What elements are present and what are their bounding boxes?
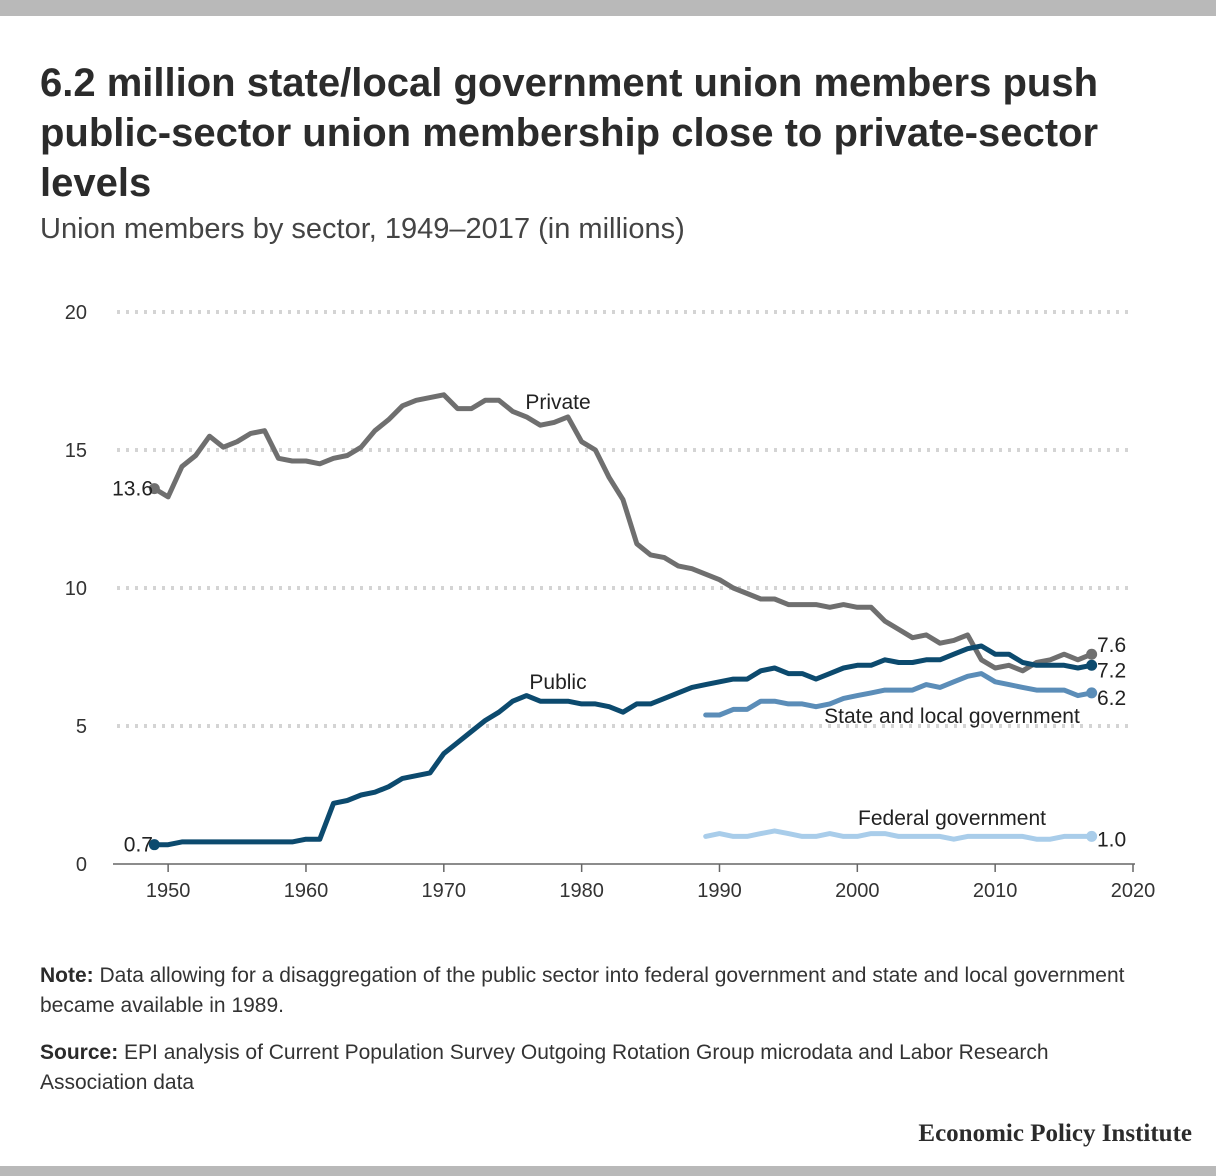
federal-end-label: 1.0: [1097, 828, 1126, 851]
x-tick-label: 1990: [697, 880, 742, 902]
bottom-border: [0, 1166, 1216, 1176]
x-tick-label: 2010: [973, 880, 1018, 902]
brand-logo: Economic Policy Institute: [918, 1120, 1192, 1147]
source-label: Source:: [40, 1041, 119, 1064]
private-series-label: Private: [525, 391, 590, 414]
state-local-series-label: State and local government: [824, 705, 1080, 728]
public-end-point: [1086, 659, 1098, 671]
public-end-label: 7.2: [1097, 659, 1126, 682]
top-border: [0, 0, 1216, 16]
private-start-point: [148, 483, 160, 495]
state-local-end-label: 6.2: [1097, 687, 1126, 710]
public-start-point: [148, 839, 160, 851]
x-axis: 1950 1960 1970 1980 1990 2000 2010 2020: [113, 863, 1156, 902]
source-text: EPI analysis of Current Population Surve…: [40, 1041, 1049, 1094]
private-end-point: [1086, 648, 1098, 660]
public-series-label: Public: [529, 671, 586, 694]
chart-source: Source: EPI analysis of Current Populati…: [40, 1038, 1160, 1098]
federal-series-label: Federal government: [858, 807, 1046, 830]
federal-government-end-point: [1086, 830, 1098, 842]
chart-note: Note: Data allowing for a disaggregation…: [40, 961, 1160, 1021]
series-lines: [148, 392, 1098, 851]
x-tick-label: 1980: [559, 880, 604, 902]
note-text: Data allowing for a disaggregation of th…: [40, 964, 1125, 1017]
line-chart: 0 5 10 15 20 1950 1960 1970 1980 1990 2000 2010 202…: [65, 302, 1156, 902]
state-and-local-government-end-point: [1086, 687, 1098, 699]
note-label: Note:: [40, 964, 94, 987]
y-tick-label: 20: [65, 302, 87, 324]
x-tick-label: 1960: [284, 880, 329, 902]
private-start-label: 13.6: [112, 478, 153, 501]
series-labels: 13.6 0.7 7.67.2 6.2 1.0 Private Public State an…: [112, 391, 1126, 857]
private-end-label: 7.6: [1097, 634, 1126, 657]
private-line: [151, 392, 1095, 674]
state-and-local-government-line: [703, 671, 1095, 718]
y-tick-label: 0: [76, 854, 87, 876]
y-axis-ticks: 0 5 10 15 20: [65, 302, 87, 876]
public-line: [151, 643, 1095, 848]
chart-title: 6.2 million state/local government union…: [40, 61, 1099, 205]
x-tick-label: 1970: [422, 880, 467, 902]
y-tick-label: 15: [65, 440, 87, 462]
x-tick-label: 1950: [146, 880, 191, 902]
x-tick-label: 2000: [835, 880, 880, 902]
public-start-label: 0.7: [124, 834, 153, 857]
gridlines: [117, 310, 1133, 728]
chart-subtitle: Union members by sector, 1949–2017 (in m…: [40, 213, 685, 245]
x-tick-label: 2020: [1111, 880, 1156, 902]
y-tick-label: 5: [76, 716, 87, 738]
federal-government-line: [703, 828, 1095, 842]
y-tick-label: 10: [65, 578, 87, 600]
